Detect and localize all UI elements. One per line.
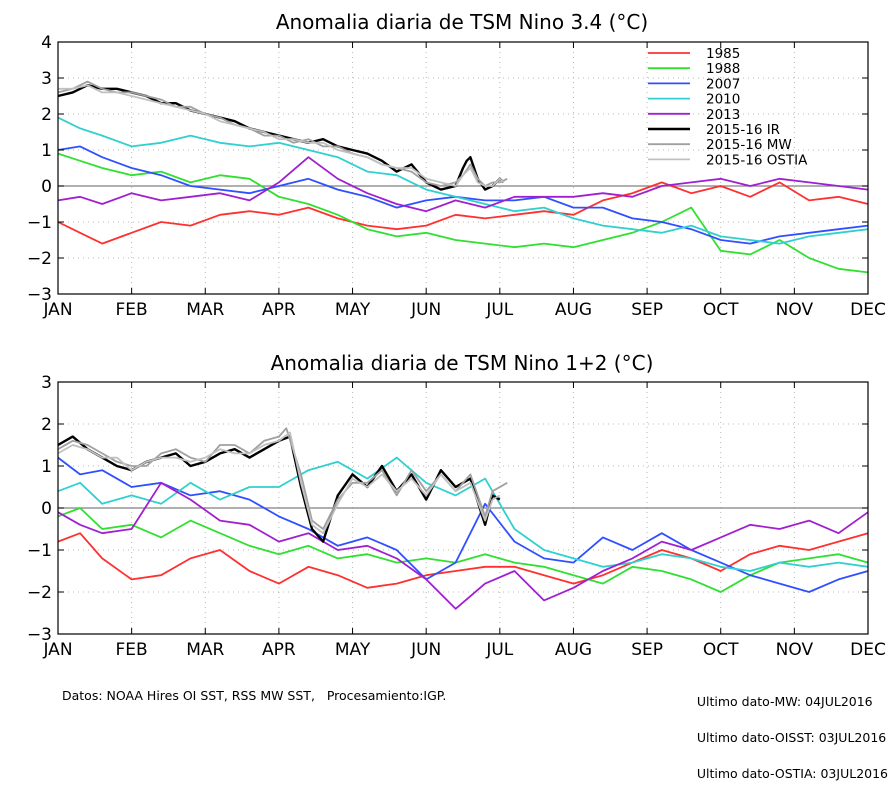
x-tick-label: APR [262,640,296,660]
x-tick-label: SEP [631,640,663,660]
plot-frame [57,41,869,295]
data-source-note: Datos: NOAA Hires OI SST, RSS MW SST, Pr… [62,688,447,703]
x-tick-label: FEB [116,640,148,660]
series-line-2013 [57,156,869,213]
x-tick-label: MAY [335,640,371,660]
legend-label: 2010 [706,92,740,108]
y-tick-label: −2 [27,583,52,603]
y-tick-label: 2 [41,415,52,435]
y-tick-label: −1 [27,541,52,561]
x-tick-label: AUG [555,640,592,660]
series-line-2015-16-ostia [58,84,505,187]
series-line-2010 [57,116,869,245]
x-tick-label: DEC [850,300,886,320]
legend-label: 1985 [706,46,740,62]
legend-label: 2015-16 OSTIA [706,152,808,168]
x-tick-label: NOV [776,300,814,320]
series-line-2015-16-mw [57,80,508,187]
y-tick-label: −3 [27,625,52,645]
y-tick-label: 1 [41,141,52,161]
series-line-2013 [57,481,869,610]
legend-label: 2015-16 MW [706,137,792,153]
legend-label: 2015-16 IR [706,122,780,138]
x-tick-label: JUN [410,640,441,660]
x-tick-label: JAN [42,640,72,660]
legend-label: 1988 [706,61,740,77]
series-line-2015-16-ostia [57,431,501,535]
x-tick-label: MAY [335,300,371,320]
y-tick-label: −2 [27,249,52,269]
series-line-2015-16-mw [57,427,508,530]
x-tick-label: APR [262,300,296,320]
chart-panel-nino12: Anomalia diaria de TSM Nino 1+2 (°C) −3 −… [27,351,886,660]
y-tick-label: −1 [27,213,52,233]
y-tick-label: 4 [41,33,52,53]
series-line-2007 [57,456,869,593]
x-tick-label: OCT [703,640,739,660]
last-date-mw: Ultimo dato-MW: 04JUL2016 [696,694,873,709]
x-tick-label: FEB [116,300,148,320]
y-tick-label: 2 [41,105,52,125]
y-tick-label: −3 [27,285,52,305]
chart-title-nino12: Anomalia diaria de TSM Nino 1+2 (°C) [271,351,654,375]
legend-label: 2013 [706,107,740,123]
x-tick-label: JUL [485,300,513,320]
y-tick-label: 0 [41,499,52,519]
x-tick-label: MAR [186,640,224,660]
y-tick-label: 0 [41,177,52,197]
chart-figure: Anomalia diaria de TSM Nino 3.4 (°C) −3 −… [27,10,886,660]
x-tick-label: JUN [410,300,441,320]
x-tick-label: OCT [703,300,739,320]
x-tick-label: MAR [186,300,224,320]
chart-title-nino34: Anomalia diaria de TSM Nino 3.4 (°C) [276,10,648,34]
y-tick-label: 3 [41,373,52,393]
series-line-1985 [57,181,869,245]
series-line-1985 [57,532,869,589]
grid-lines [58,42,868,294]
x-tick-label: AUG [555,300,592,320]
series-lines [57,427,869,610]
series-lines [57,80,869,274]
x-tick-label: JAN [42,300,72,320]
series-line-2010 [57,456,869,572]
x-tick-label: JUL [485,640,513,660]
x-tick-label: NOV [776,640,814,660]
last-date-ostia: Ultimo dato-OSTIA: 03JUL2016 [696,766,888,781]
last-data-dates: Ultimo dato-MW: 04JUL2016 Ultimo dato-OI… [697,672,888,792]
chart-panel-nino34: Anomalia diaria de TSM Nino 3.4 (°C) −3 −… [27,10,886,320]
y-tick-label: 1 [41,457,52,477]
legend-label: 2007 [706,76,740,92]
series-line-1988 [57,152,869,274]
y-tick-label: 3 [41,69,52,89]
x-tick-label: DEC [850,640,886,660]
x-tick-label: SEP [631,300,663,320]
last-date-oisst: Ultimo dato-OISST: 03JUL2016 [696,730,887,745]
